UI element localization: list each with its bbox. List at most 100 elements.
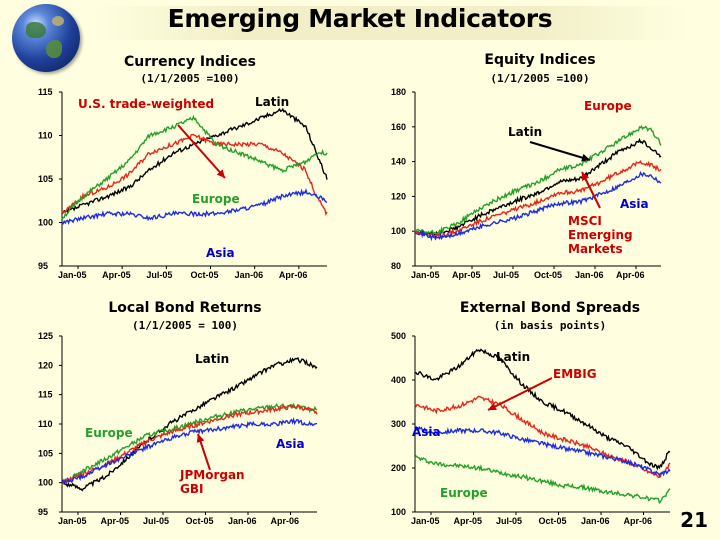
- y-tick-label: 115: [38, 87, 53, 97]
- x-tick-label: Apr-06: [279, 270, 308, 280]
- chart-subtitle-currency: (1/1/2005 =100): [140, 72, 240, 85]
- x-tick-label: Apr-06: [271, 516, 300, 526]
- series-line: [61, 133, 328, 217]
- globe-land: [46, 40, 62, 58]
- x-tick-label: Apr-05: [102, 270, 131, 280]
- y-tick-label: 100: [391, 507, 406, 517]
- y-tick-label: 120: [38, 360, 53, 370]
- chart-subtitle-spreads: (in basis points): [493, 319, 607, 332]
- series-line: [414, 170, 662, 242]
- x-tick-label: Oct-05: [186, 516, 214, 526]
- x-tick-label: Jul-05: [143, 516, 169, 526]
- annotation-label: Latin: [496, 350, 530, 364]
- annotation-label: Latin: [195, 352, 229, 366]
- x-tick-label: Oct-05: [539, 516, 567, 526]
- y-tick-label: 110: [38, 131, 53, 141]
- annotation-label: EMBIG: [553, 367, 597, 381]
- x-tick-label: Jan-05: [411, 270, 440, 280]
- series-line: [414, 425, 671, 478]
- annotation-label: Europe: [192, 192, 240, 206]
- annotation-arrowhead: [216, 169, 225, 178]
- x-tick-label: Jan-06: [228, 516, 257, 526]
- series-line: [414, 455, 671, 505]
- x-tick-label: Oct-05: [534, 270, 562, 280]
- chart-title-bonds: Local Bond Returns: [108, 300, 262, 316]
- annotation-label: Europe: [85, 426, 133, 440]
- annotation-arrow: [487, 377, 553, 411]
- y-tick-label: 100: [38, 478, 53, 488]
- series-line: [61, 188, 328, 226]
- y-tick-label: 80: [391, 261, 401, 271]
- chart-title-spreads: External Bond Spreads: [459, 300, 641, 316]
- y-tick-label: 105: [38, 448, 53, 458]
- x-tick-label: Jan-05: [411, 516, 440, 526]
- x-tick-label: Apr-05: [452, 270, 481, 280]
- globe-land: [52, 16, 64, 26]
- annotation-label: U.S. trade-weighted: [78, 97, 214, 111]
- x-tick-label: Jul-05: [496, 516, 522, 526]
- y-tick-label: 100: [38, 218, 53, 228]
- y-tick-label: 140: [391, 157, 406, 167]
- annotation-label: JPMorgan: [179, 468, 245, 482]
- series-line: [61, 402, 318, 486]
- y-tick-label: 110: [38, 419, 53, 429]
- y-tick-label: 125: [38, 331, 53, 341]
- x-tick-label: Apr-05: [101, 516, 130, 526]
- annotation-arrowhead: [582, 172, 590, 181]
- y-tick-label: 160: [391, 122, 406, 132]
- x-tick-label: Jan-05: [58, 516, 87, 526]
- annotation-arrow: [529, 141, 591, 161]
- annotation-arrowhead: [196, 434, 205, 443]
- chart-subtitle-equity: (1/1/2005 =100): [490, 72, 590, 85]
- annotation-label: Europe: [440, 486, 488, 500]
- annotation-label: Europe: [584, 99, 632, 113]
- chart-subtitle-bonds: (1/1/2005 = 100): [132, 319, 238, 332]
- globe-land: [26, 22, 46, 38]
- x-tick-label: Jan-05: [58, 270, 87, 280]
- y-tick-label: 95: [38, 261, 48, 271]
- y-tick-label: 180: [391, 87, 406, 97]
- annotation-label: Latin: [255, 95, 289, 109]
- y-tick-label: 95: [38, 507, 48, 517]
- series-line: [61, 114, 328, 220]
- annotation-label: MSCI: [568, 214, 602, 228]
- y-tick-label: 300: [391, 419, 406, 429]
- annotation-label: Asia: [276, 437, 305, 451]
- annotation-label: Asia: [620, 197, 649, 211]
- annotation-arrowhead: [488, 402, 497, 410]
- y-tick-label: 500: [391, 331, 406, 341]
- x-tick-label: Apr-05: [454, 516, 483, 526]
- annotation-label: Markets: [568, 242, 623, 256]
- series-line: [414, 137, 662, 239]
- series-line: [414, 125, 662, 236]
- x-tick-label: Oct-05: [191, 270, 219, 280]
- y-tick-label: 200: [391, 463, 406, 473]
- x-tick-label: Apr-06: [624, 516, 653, 526]
- page-title: Emerging Market Indicators: [167, 4, 553, 33]
- x-tick-label: Jul-05: [146, 270, 172, 280]
- annotation-arrowhead: [581, 153, 590, 162]
- x-tick-label: Jul-05: [493, 270, 519, 280]
- y-tick-label: 115: [38, 390, 53, 400]
- annotation-label: Asia: [412, 425, 441, 439]
- annotation-label: Latin: [508, 125, 542, 139]
- annotation-arrow: [177, 124, 226, 179]
- y-tick-label: 120: [391, 191, 406, 201]
- x-tick-label: Apr-06: [616, 270, 645, 280]
- globe-icon: [12, 4, 80, 72]
- y-tick-label: 105: [38, 174, 53, 184]
- chart-title-equity: Equity Indices: [484, 52, 596, 68]
- x-tick-label: Jan-06: [235, 270, 264, 280]
- y-tick-label: 100: [391, 226, 406, 236]
- annotation-label: Emerging: [568, 228, 633, 242]
- x-tick-label: Jan-06: [575, 270, 604, 280]
- series-line: [414, 348, 671, 471]
- y-tick-label: 400: [391, 375, 406, 385]
- chart-title-currency: Currency Indices: [124, 54, 256, 70]
- x-tick-label: Jan-06: [581, 516, 610, 526]
- page-number: 21: [680, 508, 708, 532]
